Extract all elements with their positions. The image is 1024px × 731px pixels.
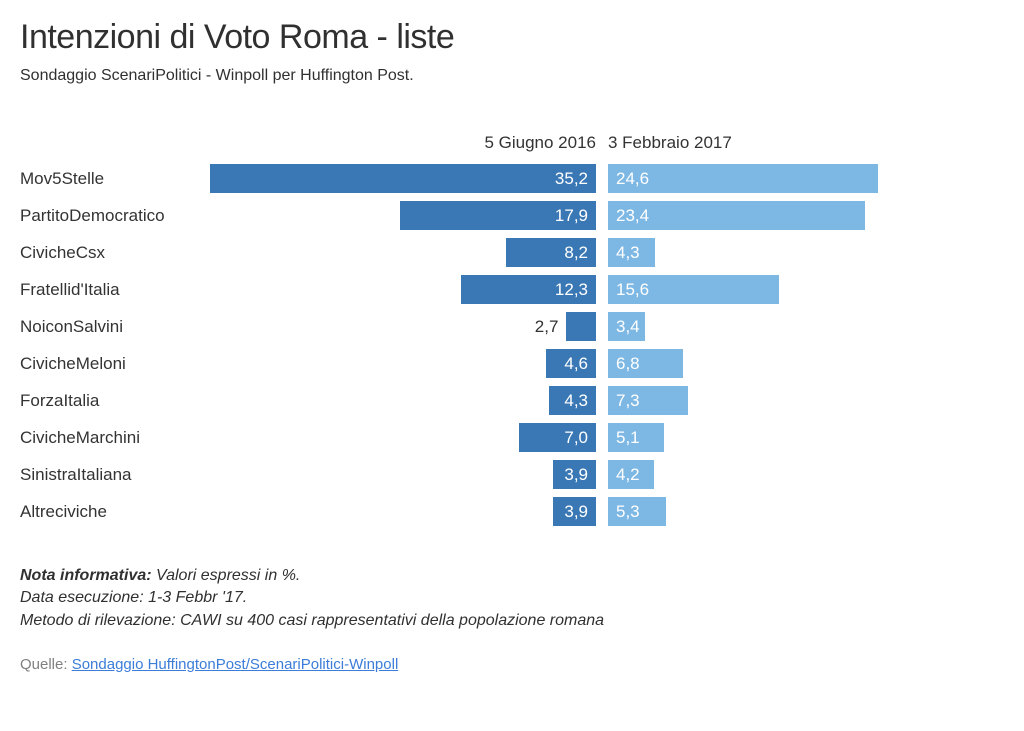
left-bar: 7,0 bbox=[519, 423, 596, 452]
left-value-label: 4,3 bbox=[564, 391, 588, 411]
chart-row: ForzaItalia 4,3 7,3 bbox=[20, 383, 994, 418]
right-value-label: 5,1 bbox=[616, 428, 640, 448]
chart-row: PartitoDemocratico 17,9 23,4 bbox=[20, 198, 994, 233]
right-bar: 24,6 bbox=[608, 164, 878, 193]
left-value-label: 2,7 bbox=[535, 317, 567, 337]
page-title: Intenzioni di Voto Roma - liste bbox=[20, 18, 994, 57]
source: Quelle: Sondaggio HuffingtonPost/Scenari… bbox=[20, 656, 994, 673]
right-bar: 15,6 bbox=[608, 275, 779, 304]
left-value-label: 35,2 bbox=[555, 169, 588, 189]
source-prefix: Quelle: bbox=[20, 656, 72, 673]
right-value-label: 6,8 bbox=[616, 354, 640, 374]
category-label: CivicheMeloni bbox=[20, 354, 210, 374]
chart-row: CivicheMarchini 7,0 5,1 bbox=[20, 420, 994, 455]
left-bar: 3,9 bbox=[553, 460, 596, 489]
right-bar: 4,2 bbox=[608, 460, 654, 489]
chart-row: Altreciviche 3,9 5,3 bbox=[20, 494, 994, 529]
left-bar: 35,2 bbox=[210, 164, 596, 193]
right-value-label: 15,6 bbox=[616, 280, 649, 300]
category-label: Altreciviche bbox=[20, 502, 210, 522]
right-value-label: 4,3 bbox=[616, 243, 640, 263]
note-lead: Nota informativa: bbox=[20, 567, 152, 584]
right-bar: 4,3 bbox=[608, 238, 655, 267]
left-value-label: 7,0 bbox=[564, 428, 588, 448]
left-bar: 2,7 bbox=[566, 312, 596, 341]
chart-row: CivicheCsx 8,2 4,3 bbox=[20, 235, 994, 270]
left-value-label: 17,9 bbox=[555, 206, 588, 226]
chart-row: Mov5Stelle 35,2 24,6 bbox=[20, 161, 994, 196]
category-label: CivicheCsx bbox=[20, 243, 210, 263]
source-link[interactable]: Sondaggio HuffingtonPost/ScenariPolitici… bbox=[72, 656, 399, 673]
note: Nota informativa: Valori espressi in %. … bbox=[20, 565, 994, 632]
right-value-label: 24,6 bbox=[616, 169, 649, 189]
left-bar: 8,2 bbox=[506, 238, 596, 267]
left-bar: 4,3 bbox=[549, 386, 596, 415]
right-bar: 6,8 bbox=[608, 349, 683, 378]
right-bar: 3,4 bbox=[608, 312, 645, 341]
left-value-label: 3,9 bbox=[564, 502, 588, 522]
category-label: Mov5Stelle bbox=[20, 169, 210, 189]
category-label: ForzaItalia bbox=[20, 391, 210, 411]
category-label: PartitoDemocratico bbox=[20, 206, 210, 226]
left-bar: 12,3 bbox=[461, 275, 596, 304]
left-bar: 17,9 bbox=[400, 201, 596, 230]
note-line3: Metodo di rilevazione: CAWI su 400 casi … bbox=[20, 612, 604, 629]
right-value-label: 23,4 bbox=[616, 206, 649, 226]
chart-row: CivicheMeloni 4,6 6,8 bbox=[20, 346, 994, 381]
category-label: CivicheMarchini bbox=[20, 428, 210, 448]
subtitle: Sondaggio ScenariPolitici - Winpoll per … bbox=[20, 67, 994, 85]
category-label: Fratellid'Italia bbox=[20, 280, 210, 300]
chart-row: SinistraItaliana 3,9 4,2 bbox=[20, 457, 994, 492]
left-bar: 4,6 bbox=[546, 349, 596, 378]
category-label: NoiconSalvini bbox=[20, 317, 210, 337]
right-value-label: 7,3 bbox=[616, 391, 640, 411]
note-line2: Data esecuzione: 1-3 Febbr '17. bbox=[20, 589, 247, 606]
right-bar: 5,1 bbox=[608, 423, 664, 452]
right-bar: 7,3 bbox=[608, 386, 688, 415]
left-value-label: 8,2 bbox=[564, 243, 588, 263]
left-value-label: 4,6 bbox=[564, 354, 588, 374]
right-bar: 5,3 bbox=[608, 497, 666, 526]
left-bar: 3,9 bbox=[553, 497, 596, 526]
left-value-label: 3,9 bbox=[564, 465, 588, 485]
right-value-label: 3,4 bbox=[616, 317, 640, 337]
note-line1: Valori espressi in %. bbox=[152, 567, 301, 584]
diverging-bar-chart: 5 Giugno 2016 3 Febbraio 2017 Mov5Stelle… bbox=[20, 133, 994, 529]
category-label: SinistraItaliana bbox=[20, 465, 210, 485]
right-value-label: 5,3 bbox=[616, 502, 640, 522]
left-value-label: 12,3 bbox=[555, 280, 588, 300]
chart-row: Fratellid'Italia 12,3 15,6 bbox=[20, 272, 994, 307]
right-value-label: 4,2 bbox=[616, 465, 640, 485]
right-bar: 23,4 bbox=[608, 201, 865, 230]
left-series-header: 5 Giugno 2016 bbox=[210, 133, 602, 153]
chart-row: NoiconSalvini 2,7 3,4 bbox=[20, 309, 994, 344]
right-series-header: 3 Febbraio 2017 bbox=[602, 133, 994, 153]
